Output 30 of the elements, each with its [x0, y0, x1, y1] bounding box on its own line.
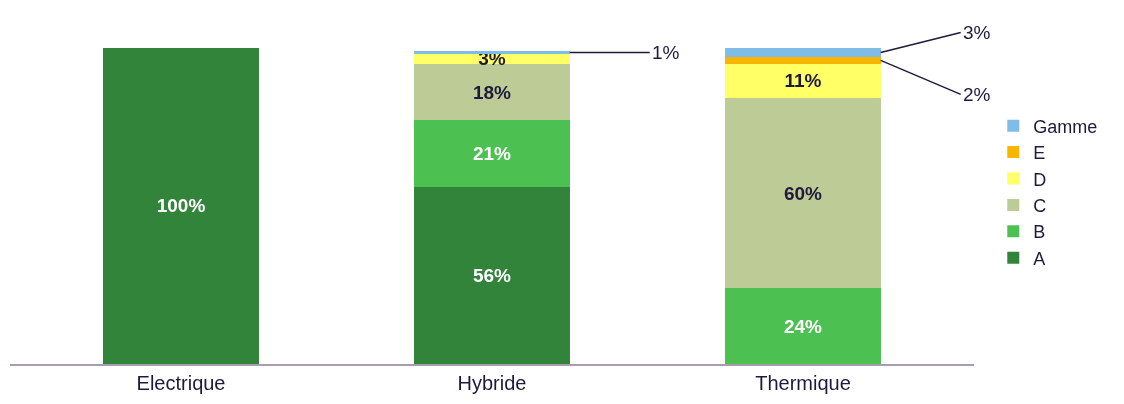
data-label: 1% — [652, 42, 680, 63]
legend-label: E — [1033, 143, 1046, 164]
data-label: 11% — [784, 70, 822, 92]
bar — [725, 57, 881, 64]
bar — [414, 63, 570, 121]
data-label: 18% — [472, 81, 512, 103]
bar — [725, 288, 881, 364]
bar — [414, 54, 570, 64]
x-tick-label: Thermique — [755, 371, 851, 394]
x-tick-label: Electrique — [136, 371, 226, 394]
data-label: 56% — [472, 264, 512, 286]
data-label: 100% — [156, 195, 206, 217]
legend-label: B — [1033, 222, 1046, 243]
bar — [725, 63, 881, 99]
legend-label: Gamme — [1033, 116, 1098, 137]
data-label: 60% — [783, 182, 823, 204]
legend-label: A — [1033, 248, 1046, 269]
bar — [414, 186, 570, 364]
x-tick-label: Hybride — [457, 371, 527, 394]
bar — [103, 47, 259, 364]
data-label: 21% — [472, 143, 512, 165]
legend-label: C — [1033, 195, 1047, 216]
bar — [414, 120, 570, 187]
data-label: 3% — [963, 22, 991, 43]
legend-label: D — [1033, 169, 1047, 190]
data-label: 24% — [783, 315, 823, 337]
data-label: 2% — [963, 84, 991, 105]
bar — [414, 50, 570, 55]
bar — [725, 98, 881, 289]
bar — [725, 47, 881, 58]
